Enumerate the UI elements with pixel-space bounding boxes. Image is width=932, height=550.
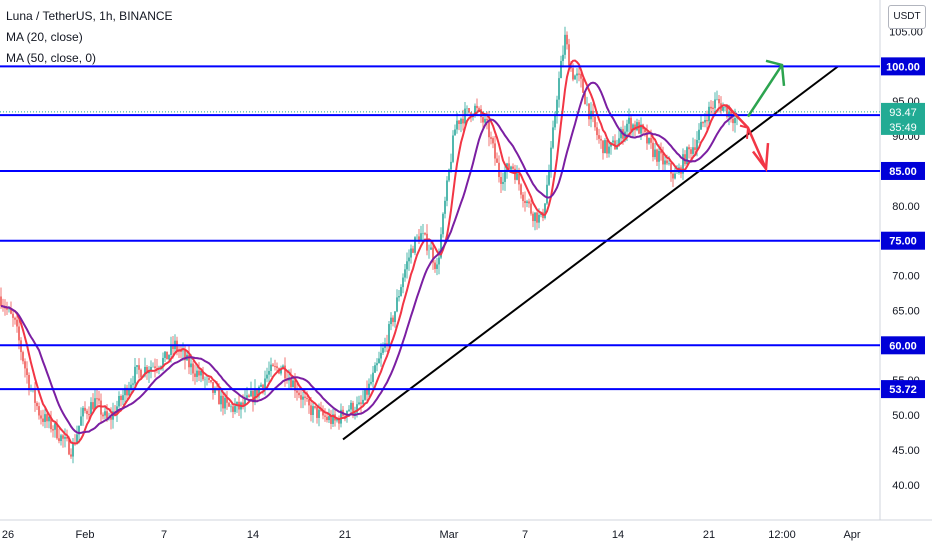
level-label-box	[881, 336, 925, 355]
chart-title: Luna / TetherUS, 1h, BINANCE	[6, 9, 173, 23]
x-tick-label: 12:00	[768, 529, 796, 541]
x-tick-label: 21	[703, 529, 715, 541]
current-price-box	[881, 102, 925, 135]
bearish-arrow-mid	[739, 124, 750, 139]
level-label: 85.00	[889, 166, 917, 178]
y-tick-label: 40.00	[892, 480, 920, 492]
x-tick-label: 7	[522, 529, 528, 541]
chart-legend: Luna / TetherUS, 1h, BINANCE MA (20, clo…	[6, 6, 173, 69]
y-tick-label: 70.00	[892, 271, 920, 283]
bearish-arrow-head	[751, 142, 770, 173]
y-tick-label: 50.00	[892, 410, 920, 422]
level-label: 60.00	[889, 340, 917, 352]
x-tick-label: 14	[612, 529, 624, 541]
x-tick-label: 14	[247, 529, 259, 541]
bar-countdown-label: 35:49	[889, 122, 917, 134]
y-tick-label: 80.00	[892, 201, 920, 213]
x-tick-label: 7	[161, 529, 167, 541]
support-trendline	[342, 65, 839, 441]
ma50-line	[0, 81, 738, 435]
level-label-box	[881, 231, 925, 250]
bullish-arrow-head	[765, 59, 786, 87]
bullish-arrow	[746, 64, 784, 118]
y-tick-label: 105.00	[889, 26, 923, 38]
y-tick-label: 45.00	[892, 445, 920, 457]
x-tick-label: Apr	[843, 529, 860, 541]
level-label-box	[881, 57, 925, 76]
level-label: 53.72	[889, 384, 917, 396]
x-tick-label: 21	[339, 529, 351, 541]
level-label: 75.00	[889, 236, 917, 248]
level-label: 100.00	[886, 61, 920, 73]
ma20-line	[0, 59, 738, 445]
current-price-label: 93.47	[889, 107, 917, 119]
x-tick-label: Feb	[76, 529, 95, 541]
level-label-box	[881, 380, 925, 399]
y-tick-label: 65.00	[892, 305, 920, 317]
ma20-indicator-label: MA (20, close)	[6, 30, 83, 44]
x-tick-label: Mar	[440, 529, 459, 541]
level-label-box	[881, 161, 925, 180]
x-tick-label: 26	[2, 529, 14, 541]
ma50-indicator-label: MA (50, close, 0)	[6, 51, 97, 65]
currency-unit-button[interactable]: USDT	[888, 5, 926, 29]
